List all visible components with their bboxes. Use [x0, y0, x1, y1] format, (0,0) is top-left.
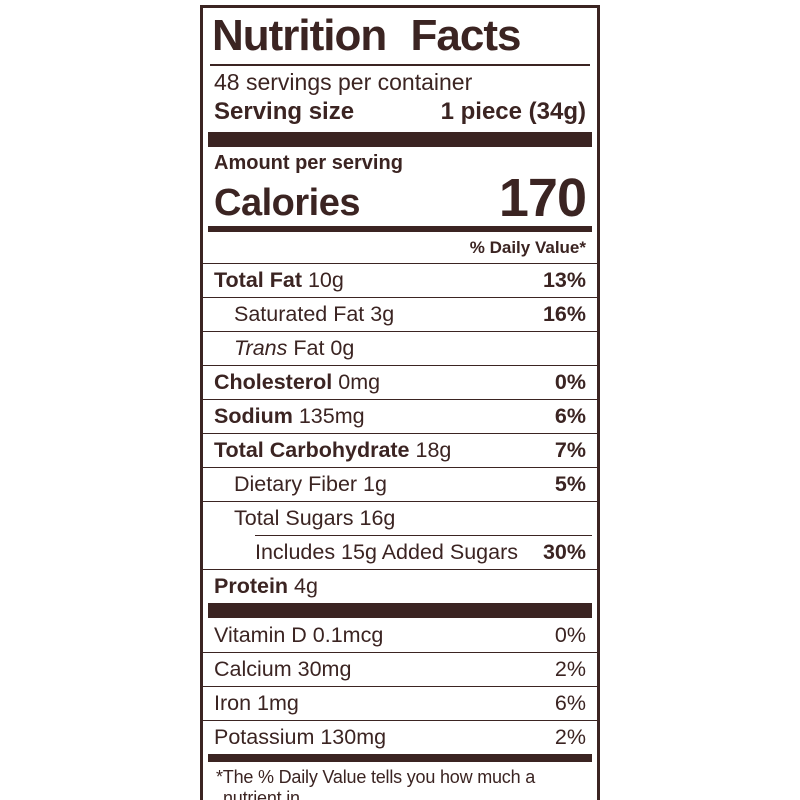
nutrient-dv: 0%	[554, 370, 586, 395]
nutrient-row: Total Sugars 16g	[203, 501, 597, 535]
micronutrient-rows: Vitamin D 0.1mcg 0% Calcium 30mg 2% Iron 1mg…	[203, 618, 597, 754]
nutrient-dv: 2%	[554, 725, 586, 750]
nutrient-row: Dietary Fiber 1g 5%	[203, 467, 597, 501]
serving-size-label: Serving size	[214, 97, 355, 125]
nutrient-dv: 6%	[554, 404, 586, 429]
nutrient-name: Includes 15g Added Sugars	[255, 539, 518, 564]
calories-value: 170	[498, 167, 587, 228]
nutrient-dv: 2%	[554, 657, 586, 682]
nutrient-name: Trans Fat 0g	[234, 336, 355, 361]
nutrient-row: Vitamin D 0.1mcg 0%	[203, 618, 597, 652]
nutrient-row: Sodium 135mg 6%	[203, 399, 597, 433]
thick-divider-bar	[208, 131, 592, 147]
nutrient-row: Potassium 130mg 2%	[203, 720, 597, 754]
nutrient-name: Sodium 135mg	[214, 404, 365, 429]
nutrient-name: Total Carbohydrate 18g	[214, 438, 452, 463]
nutrient-name: Iron 1mg	[214, 691, 299, 716]
nutrient-row: Trans Fat 0g	[203, 331, 597, 365]
nutrient-name: Vitamin D 0.1mcg	[214, 622, 384, 647]
servings-per-container: 48 servings per container	[214, 68, 473, 95]
nutrient-dv: 0%	[554, 622, 586, 647]
nutrient-row: Saturated Fat 3g 16%	[203, 297, 597, 331]
footnote: *The % Daily Value tells you how much a …	[203, 762, 597, 800]
nutrient-name: Protein 4g	[214, 574, 318, 599]
nutrient-row: Total Carbohydrate 18g 7%	[203, 433, 597, 467]
amount-per-serving-label: Amount per serving	[214, 151, 403, 174]
nutrient-row: Calcium 30mg 2%	[203, 652, 597, 686]
nutrient-dv: 6%	[554, 691, 586, 716]
nutrient-dv: 5%	[554, 472, 586, 497]
nutrient-dv: 7%	[554, 438, 586, 463]
nutrient-name: Saturated Fat 3g	[234, 302, 395, 327]
nutrient-dv: 13%	[542, 268, 586, 293]
nutrient-row: Includes 15g Added Sugars 30%	[203, 535, 597, 570]
nutrition-label: Nutrition Facts 48 servings per containe…	[200, 5, 600, 800]
serving-size-value: 1 piece (34g)	[440, 97, 586, 125]
nutrient-row: Protein 4g	[203, 569, 597, 603]
medium-divider-bar	[208, 226, 592, 233]
nutrient-name: Dietary Fiber 1g	[234, 472, 387, 497]
daily-value-header: % Daily Value*	[469, 238, 586, 258]
serving-size-row: Serving size 1 piece (34g)	[203, 96, 597, 132]
footnote-line: *The % Daily Value tells you how much a …	[216, 767, 536, 800]
nutrient-name: Potassium 130mg	[214, 725, 387, 750]
nutrient-name: Total Fat 10g	[214, 268, 344, 293]
calories-label: Calories	[214, 182, 360, 225]
nutrient-rows: Total Fat 10g 13% Saturated Fat 3g 16% Trans…	[203, 263, 597, 603]
nutrient-name: Cholesterol 0mg	[214, 370, 381, 395]
nutrient-row: Iron 1mg 6%	[203, 686, 597, 720]
nutrient-name: Total Sugars 16g	[234, 506, 396, 531]
label-title: Nutrition Facts	[212, 11, 521, 60]
nutrient-row: Total Fat 10g 13%	[203, 263, 597, 297]
nutrient-row: Cholesterol 0mg 0%	[203, 365, 597, 399]
thick-divider-bar-2	[208, 603, 592, 619]
nutrient-dv: 30%	[542, 539, 586, 564]
title-rule	[210, 63, 590, 66]
nutrient-name: Calcium 30mg	[214, 657, 352, 682]
calories-row: Calories 170	[203, 167, 597, 228]
nutrient-dv: 16%	[542, 302, 586, 327]
bottom-divider-bar	[208, 754, 592, 763]
